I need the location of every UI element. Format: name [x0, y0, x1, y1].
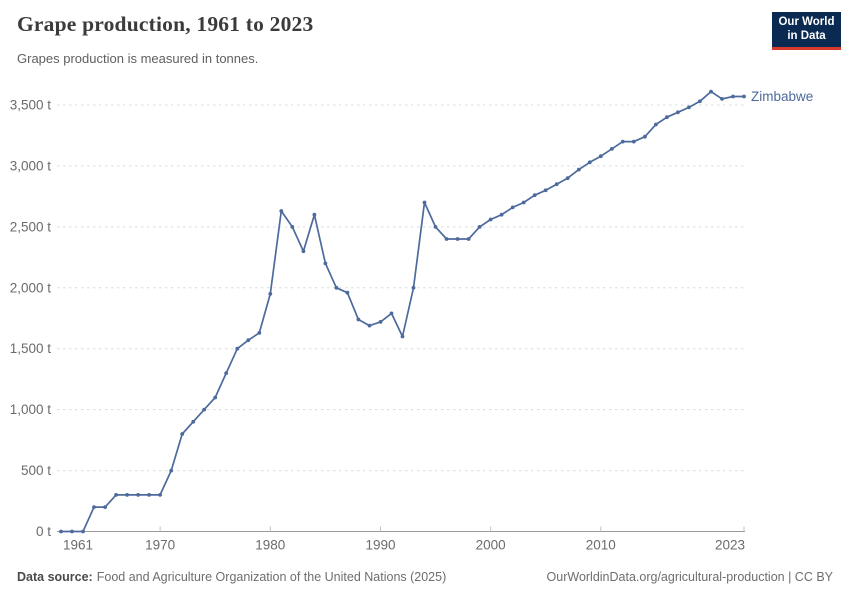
data-point[interactable] — [279, 209, 284, 213]
x-tick-label: 1961 — [63, 538, 93, 553]
data-point[interactable] — [731, 94, 735, 99]
data-point[interactable] — [70, 529, 74, 534]
data-point[interactable] — [378, 320, 383, 324]
data-point[interactable] — [499, 212, 504, 217]
data-point[interactable] — [235, 346, 240, 351]
x-tick-label: 2010 — [586, 538, 616, 553]
data-point[interactable] — [466, 237, 471, 241]
data-point[interactable] — [720, 97, 724, 101]
page-subtitle: Grapes production is measured in tonnes. — [17, 51, 259, 66]
data-point[interactable] — [455, 237, 460, 241]
data-point[interactable] — [81, 529, 85, 534]
data-source-line: Data source: Food and Agriculture Organiz… — [17, 570, 446, 584]
data-point[interactable] — [620, 139, 625, 144]
zimbabwe-series-line[interactable] — [61, 90, 744, 533]
data-source-label: Data source: — [17, 570, 93, 584]
data-point[interactable] — [554, 182, 559, 187]
data-point[interactable] — [125, 493, 129, 497]
data-point[interactable] — [268, 292, 273, 296]
data-point[interactable] — [114, 493, 118, 497]
data-point[interactable] — [532, 193, 537, 198]
data-point[interactable] — [147, 493, 152, 497]
entity-label-zimbabwe[interactable]: Zimbabwe — [751, 89, 813, 104]
data-point[interactable] — [598, 154, 603, 159]
data-point[interactable] — [356, 317, 361, 322]
y-tick-label: 500 t — [21, 463, 51, 478]
y-tick-label: 2,000 t — [10, 280, 52, 295]
y-tick-label: 3,500 t — [10, 98, 52, 113]
data-point[interactable] — [103, 505, 107, 509]
data-point[interactable] — [565, 176, 570, 181]
data-point[interactable] — [136, 493, 141, 497]
x-tick-label: 1980 — [255, 538, 285, 553]
data-point[interactable] — [643, 134, 647, 139]
data-point[interactable] — [312, 212, 317, 217]
footer-citation-link[interactable]: OurWorldinData.org/agricultural-producti… — [546, 570, 833, 584]
y-tick-label: 2,500 t — [10, 219, 52, 234]
gridlines — [57, 104, 745, 532]
y-tick-label: 3,000 t — [10, 158, 52, 173]
page-title: Grape production, 1961 to 2023 — [17, 12, 314, 36]
data-point[interactable] — [609, 147, 614, 151]
y-tick-label: 0 t — [36, 524, 51, 539]
data-point[interactable] — [191, 419, 196, 424]
data-point[interactable] — [345, 290, 350, 295]
owid-logo[interactable]: Our World in Data — [772, 12, 841, 50]
data-point[interactable] — [180, 432, 185, 436]
data-point[interactable] — [543, 188, 548, 193]
data-point[interactable] — [400, 334, 405, 339]
data-point[interactable] — [202, 407, 207, 412]
x-tick-label: 1990 — [365, 538, 395, 553]
x-tick-label: 1970 — [145, 538, 175, 553]
y-tick-label: 1,000 t — [10, 402, 52, 417]
x-tick-label: 2023 — [715, 538, 745, 553]
data-point[interactable] — [433, 225, 438, 229]
data-point[interactable] — [246, 338, 251, 343]
x-axis-labels: 1961 1970 1980 1990 2000 2010 2023 — [63, 526, 745, 553]
data-point[interactable] — [665, 115, 669, 120]
data-point[interactable] — [257, 331, 262, 335]
data-point[interactable] — [389, 311, 394, 316]
data-point[interactable] — [477, 225, 482, 229]
data-point[interactable] — [488, 217, 493, 222]
y-tick-label: 1,500 t — [10, 341, 52, 356]
data-source-text[interactable]: Food and Agriculture Organization of the… — [96, 570, 447, 584]
data-point[interactable] — [367, 323, 372, 328]
data-point[interactable] — [444, 237, 449, 241]
data-point[interactable] — [59, 529, 63, 534]
data-point[interactable] — [687, 105, 691, 110]
data-point[interactable] — [510, 205, 515, 210]
data-point[interactable] — [158, 493, 163, 497]
data-point[interactable] — [92, 505, 96, 509]
data-point[interactable] — [422, 200, 427, 205]
data-point[interactable] — [301, 249, 306, 254]
owid-logo-line2: in Data — [787, 29, 826, 42]
owid-logo-line1: Our World — [778, 16, 835, 28]
data-point[interactable] — [631, 139, 636, 144]
y-axis-labels: 0 t 500 t 1,000 t 1,500 t 2,000 t 2,500 t 3,00… — [10, 98, 52, 540]
data-point[interactable] — [676, 110, 680, 115]
data-point[interactable] — [742, 94, 746, 99]
data-point[interactable] — [521, 200, 526, 205]
data-point[interactable] — [576, 167, 581, 172]
data-point[interactable] — [213, 395, 218, 400]
data-point[interactable] — [334, 285, 339, 290]
data-point[interactable] — [290, 225, 295, 229]
data-point[interactable] — [169, 468, 174, 473]
data-point[interactable] — [709, 89, 713, 94]
data-point[interactable] — [323, 261, 328, 266]
data-point[interactable] — [411, 285, 416, 290]
data-point[interactable] — [698, 99, 702, 104]
data-point-markers — [59, 89, 746, 534]
data-point[interactable] — [587, 160, 592, 165]
data-point[interactable] — [224, 371, 229, 375]
x-tick-label: 2000 — [476, 538, 506, 553]
data-point[interactable] — [654, 122, 658, 127]
